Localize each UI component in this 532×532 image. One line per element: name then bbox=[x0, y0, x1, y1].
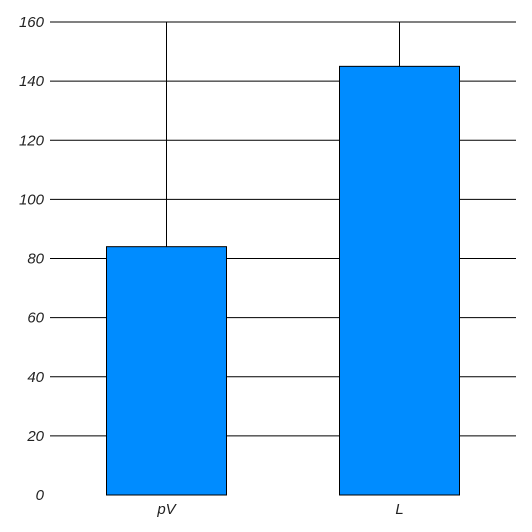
y-tick-label: 60 bbox=[27, 310, 44, 327]
y-tick-label: 20 bbox=[26, 428, 44, 445]
x-axis-tick-labels: pV L bbox=[156, 501, 403, 518]
error-lines bbox=[166, 22, 400, 247]
x-tick-label: L bbox=[395, 501, 403, 518]
x-tick-label: pV bbox=[156, 501, 177, 518]
y-tick-label: 140 bbox=[19, 73, 45, 90]
y-tick-label: 0 bbox=[36, 487, 45, 504]
y-tick-label: 120 bbox=[19, 132, 45, 149]
y-tick-label: 160 bbox=[19, 14, 45, 31]
bars bbox=[106, 65, 460, 496]
bar-l bbox=[339, 65, 460, 496]
y-tick-label: 40 bbox=[27, 369, 44, 386]
y-tick-label: 80 bbox=[27, 251, 44, 268]
bar-pv bbox=[106, 246, 227, 496]
y-axis-tick-labels: 0 20 40 60 80 100 120 140 160 bbox=[19, 14, 45, 504]
y-tick-label: 100 bbox=[19, 191, 45, 208]
